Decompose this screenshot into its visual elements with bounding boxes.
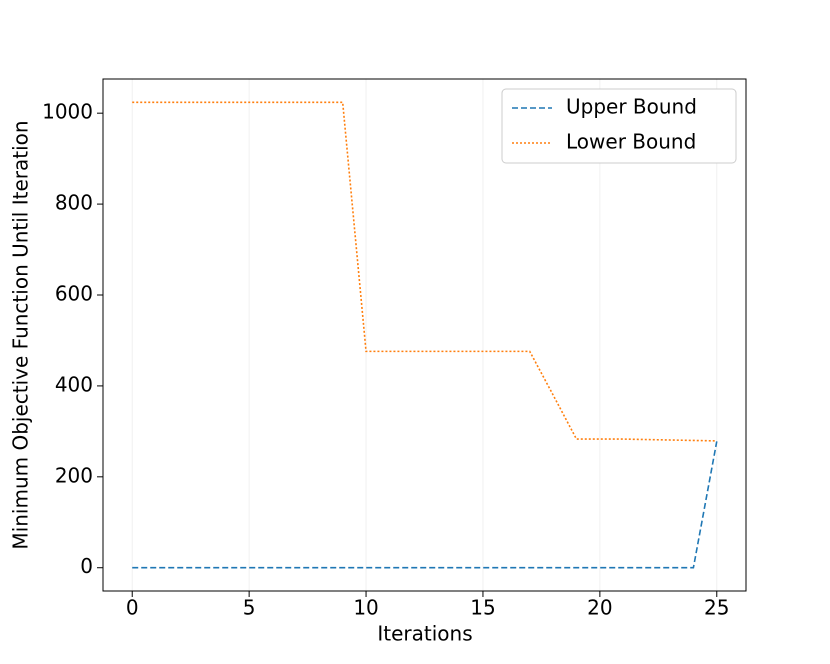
y-tick-label: 200: [55, 463, 93, 487]
x-axis-label: Iterations: [377, 622, 472, 646]
legend-label: Upper Bound: [566, 95, 697, 119]
y-tick-label: 1000: [42, 100, 93, 124]
legend-box: [501, 88, 737, 164]
x-tick-label: 20: [587, 596, 612, 620]
x-tick-label: 15: [470, 596, 495, 620]
y-tick-label: 0: [80, 554, 93, 578]
line-series: [132, 441, 718, 569]
y-tick-label: 600: [55, 282, 93, 306]
x-tick-label: 5: [243, 596, 256, 620]
y-tick-label: 800: [55, 191, 93, 215]
x-tick-label: 0: [126, 596, 139, 620]
legend: Upper Bound Lower Bound: [501, 88, 737, 164]
x-tick-label: 25: [704, 596, 729, 620]
x-tick-label: 10: [353, 596, 378, 620]
legend-label: Lower Bound: [566, 130, 696, 154]
plot-frame: [102, 78, 747, 592]
line-series: [132, 101, 717, 442]
y-tick-label: 400: [55, 372, 93, 396]
y-axis-label: Minimum Objective Function Until Iterati…: [9, 120, 33, 549]
